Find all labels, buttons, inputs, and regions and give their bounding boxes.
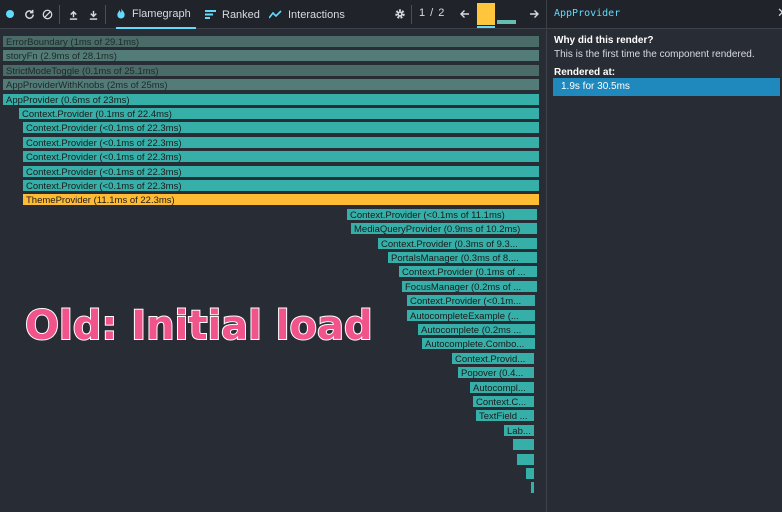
- clear-icon[interactable]: [40, 7, 54, 21]
- flamegraph-bar[interactable]: AppProviderWithKnobs (2ms of 25ms): [2, 78, 540, 92]
- ranked-icon: [205, 10, 216, 19]
- sidebar-header: AppProvider ✕: [547, 0, 782, 29]
- flamegraph-bar[interactable]: Autocomplete.Combo...: [421, 337, 536, 351]
- reload-icon[interactable]: [22, 7, 36, 21]
- flamegraph-bar[interactable]: Context.Provider (0.1ms of ...: [398, 265, 538, 279]
- toolbar-separator: [411, 5, 412, 24]
- tab-flamegraph[interactable]: Flamegraph: [116, 0, 196, 29]
- selected-component-name: AppProvider: [554, 8, 621, 19]
- flamegraph-bar[interactable]: Context.Provider (<0.1ms of 22.3ms): [22, 121, 540, 135]
- arrow-left-icon[interactable]: [458, 7, 472, 21]
- flamegraph-bar[interactable]: Context.Provider (<0.1ms of 22.3ms): [22, 179, 540, 192]
- flamegraph-bar[interactable]: Context.Provider (<0.1ms of 22.3ms): [22, 164, 540, 178]
- rendered-at-heading: Rendered at:: [554, 67, 616, 78]
- flamegraph-bar[interactable]: MediaQueryProvider (0.9ms of 10.2ms): [350, 222, 538, 236]
- toolbar-separator: [105, 5, 106, 24]
- flamegraph-bar[interactable]: Lab...: [503, 423, 535, 437]
- gear-icon[interactable]: [393, 7, 407, 21]
- profiler-toolbar: Flamegraph Ranked Interactions 1 / 2: [0, 0, 546, 29]
- upload-icon[interactable]: [66, 7, 80, 21]
- flamegraph-bar[interactable]: AutocompleteExample (...: [406, 308, 536, 322]
- commit-counter: 1 / 2: [419, 7, 446, 19]
- flamegraph-bar[interactable]: FocusManager (0.2ms of ...: [401, 279, 538, 293]
- tab-ranked[interactable]: Ranked: [205, 0, 260, 29]
- tab-interactions[interactable]: Interactions: [269, 0, 345, 29]
- toolbar-separator: [59, 5, 60, 24]
- flamegraph-bar[interactable]: Context.Provider (0.3ms of 9.3...: [377, 236, 538, 250]
- flamegraph-bar[interactable]: Context.Provider (<0.1m...: [406, 294, 536, 308]
- commit-bar-selected[interactable]: [477, 3, 495, 25]
- commit-selection-indicator: [477, 26, 495, 28]
- flamegraph-bar[interactable]: TextField ...: [475, 409, 535, 423]
- flamegraph-bar[interactable]: Context.Provider (<0.1ms of 11.1ms): [346, 207, 538, 221]
- flamegraph-bar[interactable]: Autocomplete (0.2ms ...: [417, 323, 536, 336]
- arrow-right-icon[interactable]: [527, 7, 541, 21]
- flamegraph-bar[interactable]: StrictModeToggle (0.1ms of 25.1ms): [2, 63, 540, 77]
- flamegraph-bar[interactable]: Context.C...: [472, 395, 535, 408]
- flamegraph-bar[interactable]: storyFn (2.9ms of 28.1ms): [2, 49, 540, 63]
- flamegraph-bar[interactable]: [512, 438, 535, 452]
- flamegraph-bar[interactable]: [525, 467, 535, 480]
- flamegraph-bar[interactable]: ThemeProvider (11.1ms of 22.3ms): [22, 193, 540, 207]
- flamegraph-bar[interactable]: PortalsManager (0.3ms of 8....: [387, 251, 538, 264]
- flamegraph-bar[interactable]: Context.Provider (0.1ms of 22.4ms): [18, 107, 540, 120]
- flamegraph-bar[interactable]: Context.Provider (<0.1ms of 22.3ms): [22, 150, 540, 164]
- annotation-overlay: Old: Initial load: [24, 302, 374, 350]
- flamegraph-bar[interactable]: ErrorBoundary (1ms of 29.1ms): [2, 35, 540, 48]
- commit-bar[interactable]: [497, 20, 516, 24]
- flame-icon: [117, 8, 125, 19]
- flamegraph-chart: ErrorBoundary (1ms of 29.1ms) storyFn (2.…: [0, 30, 546, 512]
- flamegraph-bar[interactable]: Popover (0.4...: [457, 366, 535, 380]
- tab-label: Ranked: [222, 8, 260, 21]
- why-render-heading: Why did this render?: [554, 35, 654, 46]
- flamegraph-bar[interactable]: [530, 481, 535, 495]
- download-icon[interactable]: [86, 7, 100, 21]
- flamegraph-bar[interactable]: AppProvider (0.6ms of 23ms): [2, 92, 540, 106]
- flamegraph-bar[interactable]: Context.Provid...: [451, 351, 535, 365]
- render-entry[interactable]: 1.9s for 30.5ms: [553, 78, 780, 96]
- flamegraph-bar[interactable]: Context.Provider (<0.1ms of 22.3ms): [22, 135, 540, 149]
- panel-divider[interactable]: [546, 0, 547, 512]
- tab-label: Flamegraph: [132, 7, 191, 20]
- record-dot-icon[interactable]: [3, 7, 17, 21]
- flamegraph-bar[interactable]: Autocompl...: [469, 380, 535, 394]
- close-icon[interactable]: ✕: [777, 6, 782, 21]
- interactions-icon: [269, 10, 282, 19]
- why-render-reason: This is the first time the component ren…: [554, 49, 755, 60]
- tab-label: Interactions: [288, 8, 345, 21]
- flamegraph-bar[interactable]: [516, 452, 535, 466]
